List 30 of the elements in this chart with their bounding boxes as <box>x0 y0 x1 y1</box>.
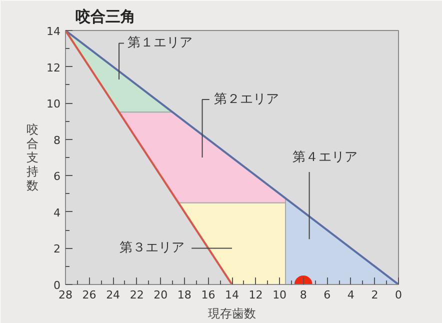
y-tick-label: 14 <box>46 25 61 38</box>
x-tick-label: 20 <box>154 288 168 302</box>
x-tick-label: 6 <box>324 288 331 302</box>
x-axis-title: 現存歯数 <box>208 306 256 320</box>
x-tick-label: 12 <box>248 288 263 302</box>
y-tick-label: 0 <box>54 279 60 292</box>
x-tick-label: 8 <box>300 288 307 302</box>
chart-title: 咬合三角 <box>76 8 136 26</box>
x-tick-label: 26 <box>82 288 96 302</box>
y-tick-label: 10 <box>46 98 61 111</box>
x-tick-label: 22 <box>130 288 144 302</box>
x-tick-label: 0 <box>395 288 402 302</box>
x-tick-label: 10 <box>272 288 287 302</box>
x-tick-label: 2 <box>371 288 378 302</box>
x-tick-label: 16 <box>201 288 216 302</box>
x-tick-label: 18 <box>177 288 192 302</box>
y-axis-title: 咬合支持数 <box>26 122 39 192</box>
y-tick-label: 6 <box>54 170 60 184</box>
x-tick-label: 4 <box>347 288 354 302</box>
y-tick-label: 8 <box>54 134 60 147</box>
annotation: 第４エリア <box>292 150 358 165</box>
y-tick-label: 4 <box>54 206 60 220</box>
annotation: 第３エリア <box>119 240 184 256</box>
x-tick-label: 24 <box>106 288 120 302</box>
annotation: 第２エリア <box>214 92 280 107</box>
y-tick-label: 2 <box>54 242 60 256</box>
x-tick-label: 14 <box>225 288 239 302</box>
y-tick-label: 12 <box>46 61 61 74</box>
annotation: 第１エリア <box>127 36 192 51</box>
x-tick-label: 28 <box>58 288 72 302</box>
